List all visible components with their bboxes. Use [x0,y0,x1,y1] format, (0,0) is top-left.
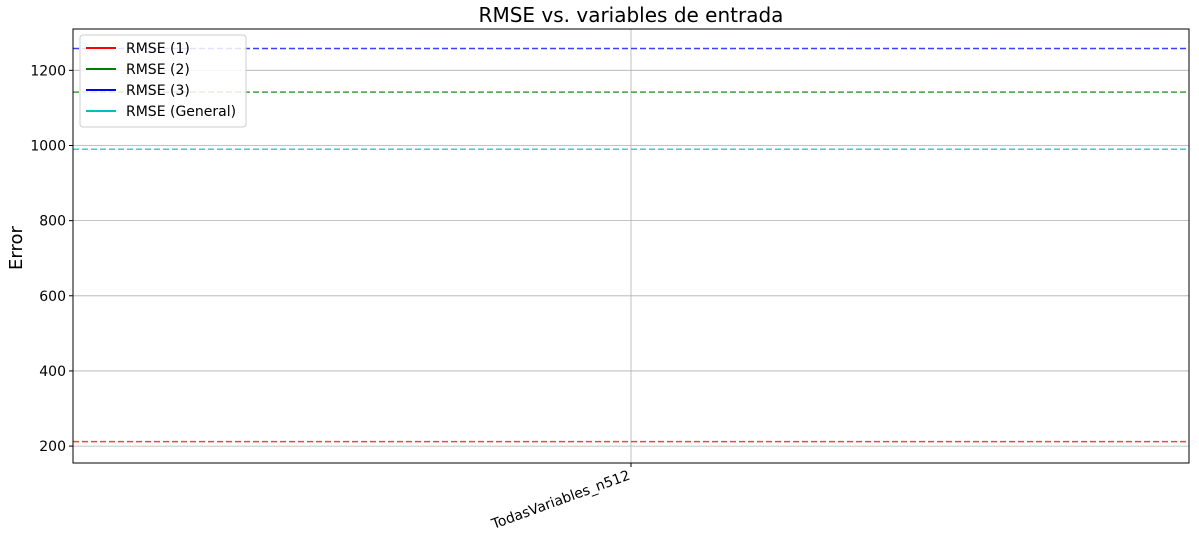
x-axis-ticks: TodasVariables_n512 [489,463,633,533]
chart-title: RMSE vs. variables de entrada [479,3,784,27]
y-tick-label: 800 [39,214,66,230]
legend: RMSE (1) RMSE (2) RMSE (3) RMSE (General) [79,34,247,128]
y-tick-label: 200 [39,439,66,455]
legend-entry: RMSE (1) [126,41,190,57]
legend-box [79,34,247,128]
grid [73,29,1189,463]
y-tick-label: 400 [39,364,66,380]
y-tick-label: 600 [39,289,66,305]
legend-entry: RMSE (3) [126,83,190,99]
y-tick-label: 1200 [30,63,66,79]
series-lines [73,47,1189,443]
x-tick-label: TodasVariables_n512 [489,468,633,533]
y-axis-ticks: 200 400 600 800 1000 1200 [30,63,73,455]
legend-entry: RMSE (2) [126,62,190,78]
legend-entry: RMSE (General) [126,104,236,120]
y-tick-label: 1000 [30,138,66,154]
y-axis-label: Error [6,225,27,269]
